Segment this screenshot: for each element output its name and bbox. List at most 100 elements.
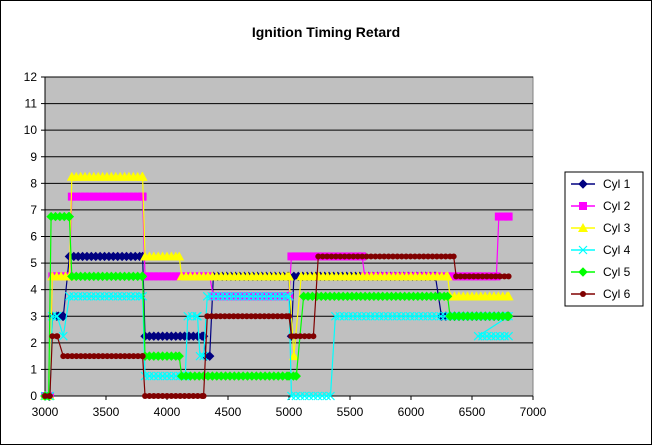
data-point [126, 291, 136, 301]
data-point [235, 313, 242, 320]
data-point [229, 291, 239, 301]
data-point [429, 253, 436, 260]
data-point [142, 393, 149, 399]
data-point [130, 353, 137, 360]
data-point [78, 291, 88, 301]
data-point [381, 253, 388, 260]
data-point [95, 353, 102, 360]
data-point [287, 391, 296, 401]
data-point [130, 291, 140, 301]
data-point [383, 311, 393, 321]
data-point [457, 273, 464, 280]
data-point [359, 253, 366, 260]
data-point [308, 391, 318, 401]
data-point [436, 311, 446, 321]
data-point [317, 391, 327, 401]
data-point [326, 391, 335, 401]
data-point [287, 252, 296, 261]
data-point [113, 291, 123, 301]
legend-label: Cyl 2 [603, 199, 631, 213]
data-point [207, 291, 217, 301]
data-point [134, 353, 141, 360]
data-point [270, 313, 277, 320]
data-point [389, 253, 396, 260]
data-point [305, 252, 314, 261]
grid-lines [45, 76, 533, 370]
data-point [226, 313, 233, 320]
data-point [86, 291, 96, 301]
data-point [98, 192, 107, 201]
data-point [155, 393, 162, 399]
x-tick-label: 3500 [93, 405, 120, 419]
data-point [291, 391, 301, 401]
data-point [248, 313, 255, 320]
data-point [499, 212, 508, 221]
data-point [69, 353, 76, 360]
data-point [167, 272, 176, 281]
data-point [91, 353, 98, 360]
data-point [296, 252, 305, 261]
data-point [491, 331, 501, 341]
data-point [137, 271, 148, 282]
series-4 [40, 291, 514, 401]
y-tick-label: 9 [30, 150, 37, 164]
data-point [504, 212, 513, 221]
data-point [149, 371, 159, 381]
data-point [121, 353, 128, 360]
data-point [154, 272, 163, 281]
x-tick-label: 6500 [459, 405, 486, 419]
data-point [185, 393, 192, 399]
data-point [309, 252, 318, 261]
legend-label: Cyl 1 [603, 177, 631, 191]
data-point [346, 253, 353, 260]
data-point [259, 291, 269, 301]
data-point [503, 311, 514, 321]
x-tick-label: 5500 [337, 405, 364, 419]
data-point [478, 331, 487, 341]
series-6 [42, 253, 512, 399]
data-point [89, 192, 98, 201]
data-point [300, 391, 310, 401]
legend-item: Cyl 4 [571, 243, 631, 257]
data-point [174, 251, 185, 261]
y-tick-label: 3 [30, 309, 37, 323]
data-point [411, 253, 418, 260]
data-point [366, 311, 375, 321]
data-point [171, 272, 180, 281]
y-tick-label: 12 [24, 70, 38, 84]
data-point [425, 253, 432, 260]
x-tick-label: 6000 [398, 405, 425, 419]
data-point [124, 192, 133, 201]
data-point [475, 273, 482, 280]
data-point [281, 291, 291, 301]
data-point [442, 291, 453, 302]
data-point [385, 253, 392, 260]
data-point [274, 313, 281, 320]
data-point [252, 313, 259, 320]
data-point [284, 291, 294, 301]
y-tick-label: 10 [24, 123, 38, 137]
data-point [146, 393, 153, 399]
data-point [255, 291, 265, 301]
x-tick-label: 4500 [215, 405, 242, 419]
data-point [73, 353, 80, 360]
data-point [58, 331, 68, 341]
data-point [204, 351, 215, 361]
data-point [202, 291, 212, 301]
data-point [494, 212, 503, 221]
data-point [335, 311, 345, 321]
data-point [470, 273, 477, 280]
data-point [137, 171, 148, 181]
data-point [352, 311, 362, 321]
data-point [374, 311, 384, 321]
legend: Cyl 1 Cyl 2 Cyl 3 Cyl 4 Cyl 5 Cyl 6 [564, 171, 644, 307]
legend-item: Cyl 6 [571, 287, 631, 301]
data-point [85, 192, 94, 201]
data-point [174, 351, 184, 361]
data-point [483, 273, 490, 280]
data-point [409, 311, 419, 321]
data-point [405, 311, 415, 321]
data-point [64, 211, 75, 222]
data-point [192, 311, 201, 321]
